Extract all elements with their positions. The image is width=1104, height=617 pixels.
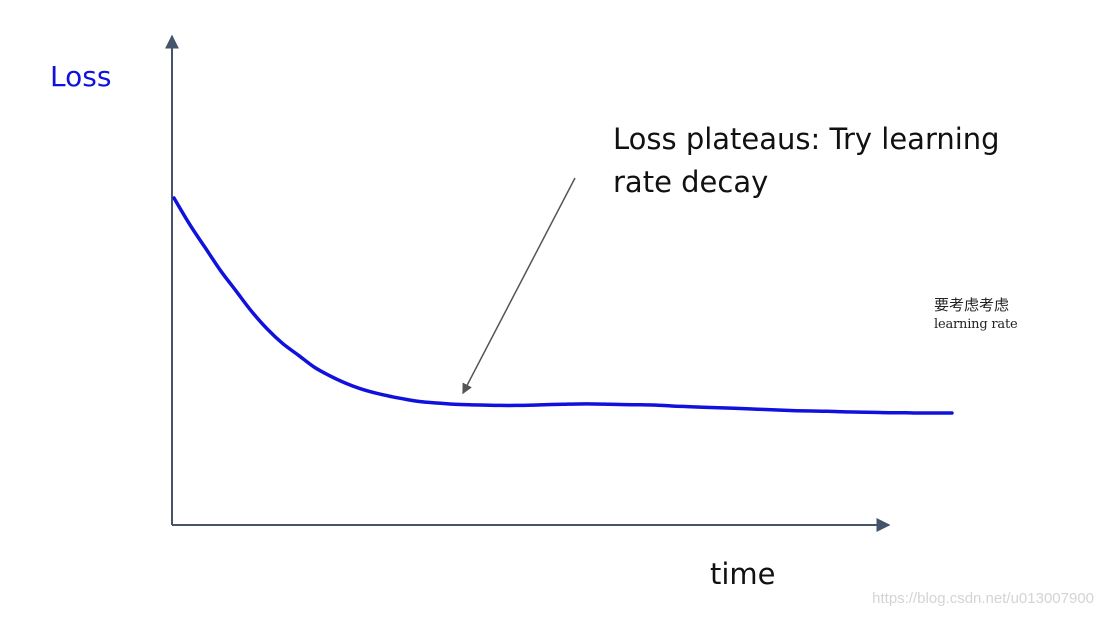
side-note-english: learning rate (934, 317, 1018, 332)
annotation-line-1: Loss plateaus: Try learning (613, 122, 1000, 156)
y-axis-label: Loss (50, 60, 112, 93)
annotation-line-2: rate decay (613, 165, 769, 199)
loss-curve (172, 196, 954, 415)
watermark: https://blog.csdn.net/u013007900 (872, 590, 1094, 607)
side-note-chinese: 要考虑考虑 (934, 296, 1010, 314)
side-note: 要考虑考虑 learning rate (934, 295, 1018, 335)
x-axis-label: time (710, 557, 776, 591)
plateau-annotation: Loss plateaus: Try learning rate decay (613, 118, 1033, 204)
annotation-arrow (462, 177, 576, 395)
